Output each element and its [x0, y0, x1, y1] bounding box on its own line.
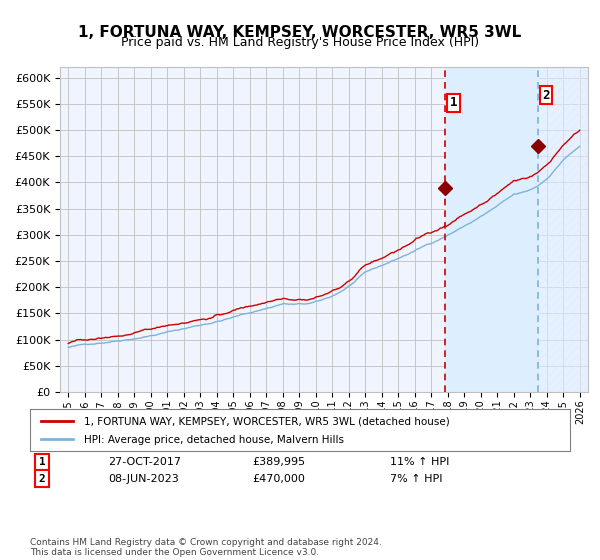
- Text: HPI: Average price, detached house, Malvern Hills: HPI: Average price, detached house, Malv…: [84, 435, 344, 445]
- Text: £389,995: £389,995: [252, 457, 305, 467]
- Text: 7% ↑ HPI: 7% ↑ HPI: [390, 474, 443, 484]
- Text: Price paid vs. HM Land Registry's House Price Index (HPI): Price paid vs. HM Land Registry's House …: [121, 36, 479, 49]
- Text: 08-JUN-2023: 08-JUN-2023: [108, 474, 179, 484]
- Text: 1: 1: [450, 96, 457, 110]
- Bar: [445, 67, 538, 392]
- Text: Contains HM Land Registry data © Crown copyright and database right 2024.
This d: Contains HM Land Registry data © Crown c…: [30, 538, 382, 557]
- Text: £470,000: £470,000: [252, 474, 305, 484]
- Bar: [538, 67, 588, 392]
- Text: 27-OCT-2017: 27-OCT-2017: [108, 457, 181, 467]
- Text: 11% ↑ HPI: 11% ↑ HPI: [390, 457, 449, 467]
- Text: 2: 2: [38, 474, 46, 484]
- Text: 1: 1: [38, 457, 46, 467]
- Text: 1, FORTUNA WAY, KEMPSEY, WORCESTER, WR5 3WL (detached house): 1, FORTUNA WAY, KEMPSEY, WORCESTER, WR5 …: [84, 417, 450, 426]
- Text: 2: 2: [542, 88, 550, 101]
- Text: 1, FORTUNA WAY, KEMPSEY, WORCESTER, WR5 3WL: 1, FORTUNA WAY, KEMPSEY, WORCESTER, WR5 …: [79, 25, 521, 40]
